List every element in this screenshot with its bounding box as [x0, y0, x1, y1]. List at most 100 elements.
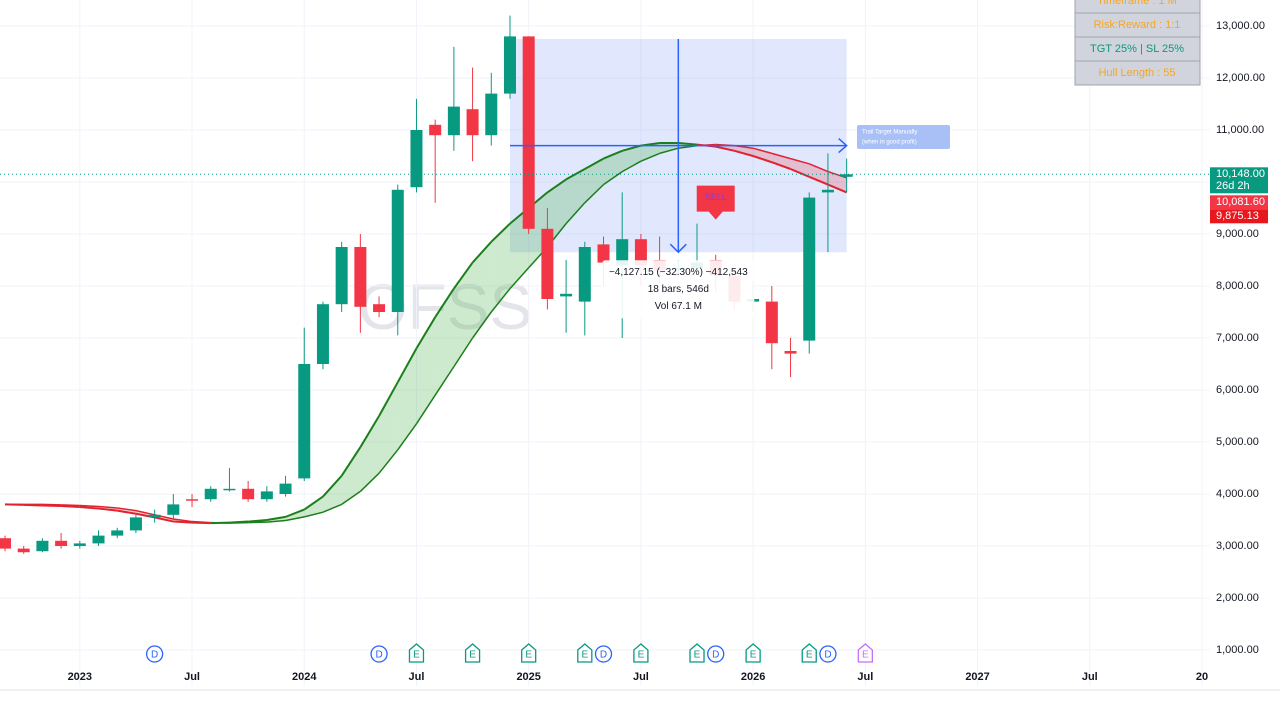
hull-fill	[566, 169, 585, 224]
candle-body	[73, 543, 86, 546]
x-tick-label: Jul	[1082, 671, 1098, 683]
hull-line	[266, 519, 286, 523]
x-tick-label: Jul	[409, 671, 425, 683]
x-tick-label: 2026	[741, 671, 765, 683]
candle-body	[522, 36, 535, 229]
hull-line	[210, 521, 230, 524]
hull-line	[565, 168, 586, 181]
hull-line	[584, 157, 604, 170]
y-tick-label: 1,000.00	[1216, 644, 1259, 656]
event-label: D	[712, 650, 719, 661]
event-label: D	[375, 650, 382, 661]
event-label: D	[151, 650, 158, 661]
hull-fill	[435, 288, 454, 396]
note-text: (when in good profit)	[862, 140, 917, 146]
table-text: Risk:Reward : 1:1	[1094, 19, 1181, 31]
event-badge	[633, 643, 649, 663]
hull-line	[453, 262, 474, 290]
hull-fill	[453, 262, 473, 367]
candle-body	[298, 364, 311, 479]
price-tag-text: 9,875.13	[1216, 210, 1259, 222]
x-tick-label: 2025	[516, 671, 540, 683]
candle-body	[765, 301, 778, 344]
event-badge	[707, 645, 725, 663]
hull-line	[565, 202, 586, 225]
hull-line	[771, 161, 791, 170]
event-label: E	[581, 650, 588, 661]
hull-line	[79, 506, 99, 510]
hull-line	[621, 160, 642, 173]
candle-body	[634, 239, 647, 266]
hull-line	[453, 337, 474, 368]
hull-line	[42, 503, 62, 506]
hull-fill	[622, 145, 641, 172]
hull-line	[378, 449, 399, 474]
candle-body	[335, 247, 348, 305]
event-label: E	[525, 650, 532, 661]
candle-body	[148, 514, 161, 518]
hull-line	[640, 152, 660, 162]
hull-fill	[360, 416, 380, 492]
event-label: E	[806, 650, 813, 661]
hull-line	[173, 520, 193, 524]
hull-line	[734, 149, 754, 157]
hull-line	[808, 175, 829, 186]
price-tag	[1210, 195, 1268, 210]
candle-body	[616, 239, 629, 266]
candle-body	[0, 538, 11, 549]
hull-line	[359, 472, 380, 492]
x-tick-label: Jul	[633, 671, 649, 683]
hull-line	[771, 152, 791, 160]
hull-line	[341, 490, 361, 506]
candle-body	[466, 109, 479, 136]
candle-body	[784, 351, 797, 354]
hull-line	[490, 288, 511, 313]
candle-body	[92, 535, 105, 544]
hull-line	[678, 142, 698, 146]
hull-fill	[416, 317, 436, 424]
candle-body	[578, 247, 591, 302]
hull-fill	[771, 153, 791, 169]
hull-line	[827, 183, 848, 194]
hull-line	[248, 519, 267, 523]
hull-line	[546, 178, 567, 194]
candle-body	[354, 247, 367, 307]
y-tick-label: 13,000.00	[1216, 20, 1265, 32]
hull-line	[42, 504, 62, 507]
table-text: TGT 25% | SL 25%	[1090, 43, 1184, 55]
candle-body	[821, 189, 834, 193]
hull-line	[285, 516, 305, 522]
event-badge	[408, 643, 425, 663]
table-cell	[1074, 12, 1201, 38]
hull-line	[434, 288, 455, 318]
event-label: E	[638, 650, 645, 661]
hull-fill	[341, 447, 361, 505]
hull-fill	[640, 143, 660, 162]
y-tick-label: 4,000.00	[1216, 488, 1259, 500]
hull-line	[303, 495, 324, 511]
hull-line	[490, 222, 511, 243]
candle-body	[36, 540, 49, 552]
measure-text: Vol 67.1 M	[655, 301, 702, 312]
y-tick-label: 3,000.00	[1216, 540, 1259, 552]
price-tag-text: 10,081.60	[1216, 196, 1265, 208]
candle-body	[186, 499, 199, 501]
hull-line	[61, 504, 80, 507]
table-cell	[1074, 60, 1201, 86]
hull-line	[378, 381, 399, 417]
event-badge	[521, 643, 537, 663]
candle-body	[373, 304, 386, 312]
candle-body	[316, 304, 329, 364]
hull-line	[790, 168, 810, 178]
y-tick-label: 5,000.00	[1216, 436, 1259, 448]
hull-line	[135, 509, 155, 516]
y-tick-label: 7,000.00	[1216, 332, 1259, 344]
hull-line	[285, 508, 305, 518]
hull-line	[340, 446, 362, 477]
candle-body	[410, 130, 423, 188]
price-tag-text: 10,148.00	[1216, 168, 1265, 180]
hull-line	[359, 415, 380, 448]
hull-fill	[304, 496, 323, 517]
hull-line	[584, 184, 605, 204]
